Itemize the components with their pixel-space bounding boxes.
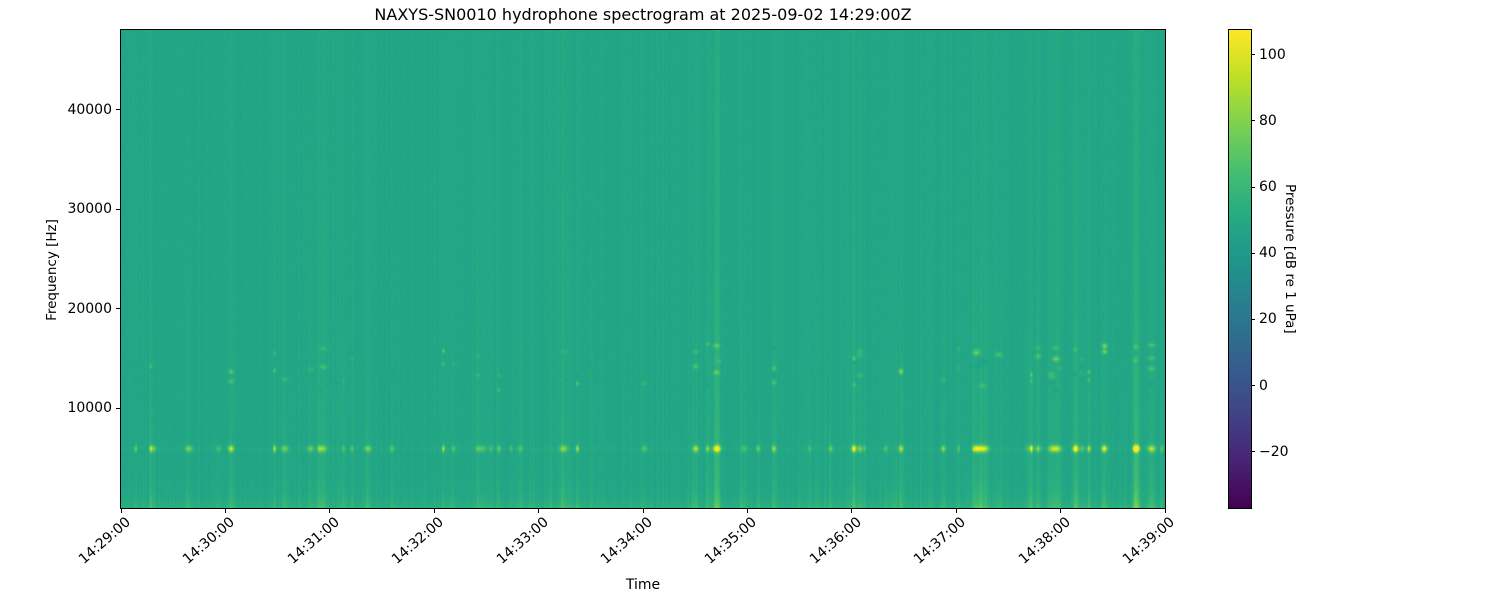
x-tick-mark <box>433 509 435 513</box>
colorbar-tick-label: −20 <box>1259 443 1289 460</box>
y-tick-label: 20000 <box>67 300 112 317</box>
colorbar-tick-mark <box>1251 318 1255 320</box>
colorbar-tick-label: 100 <box>1259 46 1286 63</box>
chart-title: NAXYS-SN0010 hydrophone spectrogram at 2… <box>374 5 912 24</box>
axes-frame <box>120 29 1166 509</box>
y-tick-mark <box>116 109 120 111</box>
colorbar-tick-mark <box>1251 54 1255 56</box>
colorbar-tick-mark <box>1251 252 1255 254</box>
colorbar-tick-label: 40 <box>1259 245 1277 262</box>
colorbar-tick-label: 20 <box>1259 311 1277 328</box>
y-tick-mark <box>116 407 120 409</box>
y-tick-label: 10000 <box>67 400 112 417</box>
colorbar-tick-mark <box>1251 385 1255 387</box>
y-tick-label: 30000 <box>67 201 112 218</box>
colorbar-tick-label: 60 <box>1259 179 1277 196</box>
x-tick-mark <box>955 509 957 513</box>
x-tick-mark <box>538 509 540 513</box>
x-tick-label: 14:33:00 <box>493 514 552 568</box>
x-tick-label: 14:32:00 <box>389 514 448 568</box>
colorbar-tick-mark <box>1251 451 1255 453</box>
y-tick-mark <box>116 208 120 210</box>
x-axis-label: Time <box>625 577 661 593</box>
y-tick-label: 40000 <box>67 101 112 118</box>
x-tick-label: 14:29:00 <box>75 514 134 568</box>
x-tick-label: 14:39:00 <box>1119 514 1178 568</box>
x-tick-mark <box>120 509 122 513</box>
colorbar-tick-mark <box>1251 120 1255 122</box>
colorbar-tick-mark <box>1251 186 1255 188</box>
y-tick-mark <box>116 308 120 310</box>
x-tick-mark <box>1164 509 1166 513</box>
x-tick-mark <box>224 509 226 513</box>
colorbar-frame <box>1228 29 1252 509</box>
x-tick-mark <box>329 509 331 513</box>
colorbar-gradient <box>1229 30 1251 508</box>
spectrogram-heatmap <box>121 30 1165 508</box>
x-tick-label: 14:31:00 <box>284 514 343 568</box>
colorbar-tick-label: 0 <box>1259 377 1268 394</box>
colorbar-tick-label: 80 <box>1259 112 1277 129</box>
x-tick-label: 14:37:00 <box>911 514 970 568</box>
colorbar-label: Pressure [dB re 1 uPa] <box>1282 184 1298 334</box>
x-tick-mark <box>851 509 853 513</box>
x-tick-label: 14:38:00 <box>1015 514 1074 568</box>
x-tick-label: 14:30:00 <box>180 514 239 568</box>
x-tick-label: 14:36:00 <box>806 514 865 568</box>
x-tick-mark <box>642 509 644 513</box>
x-tick-mark <box>746 509 748 513</box>
y-axis-label: Frequency [Hz] <box>44 219 60 321</box>
x-tick-mark <box>1060 509 1062 513</box>
